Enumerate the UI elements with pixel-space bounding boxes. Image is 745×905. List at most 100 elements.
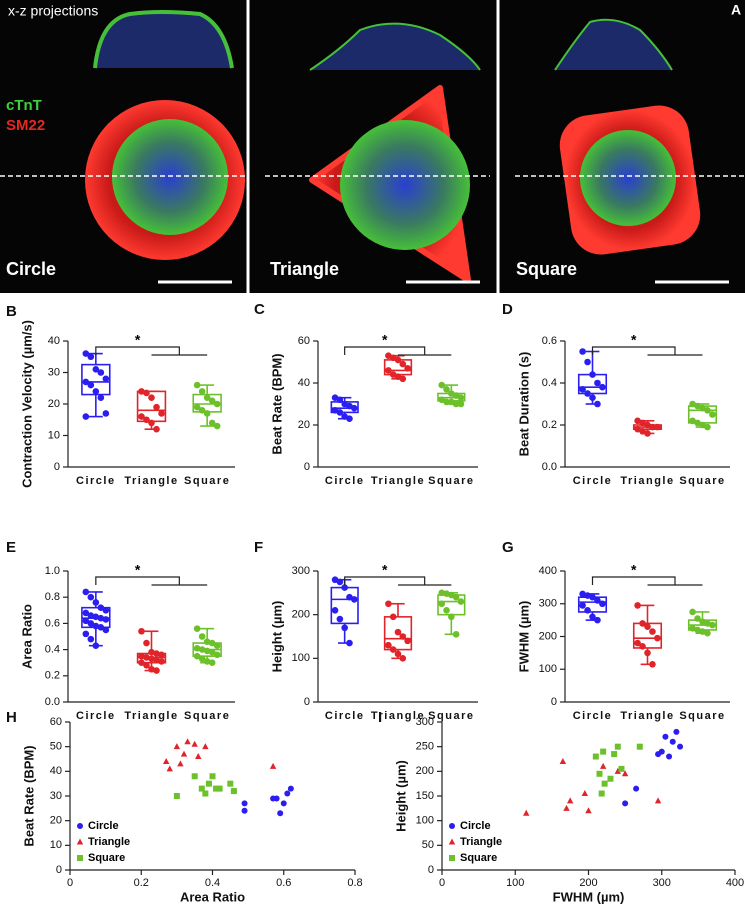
data-point	[87, 612, 95, 619]
y-tick-label: 0.0	[45, 696, 60, 708]
category-label: Circle	[325, 475, 365, 487]
data-point	[709, 621, 716, 629]
marker	[198, 785, 205, 792]
marker	[585, 807, 592, 814]
data-point	[153, 403, 160, 411]
y-tick-label: 300	[292, 565, 310, 577]
stain-label: cTnT	[6, 97, 42, 114]
xz-projection-edge	[554, 18, 673, 71]
marker	[559, 757, 567, 764]
data-point	[143, 654, 150, 661]
y-tick-label: 0	[56, 864, 62, 876]
marker	[202, 743, 209, 750]
marker	[180, 750, 188, 757]
data-point	[584, 358, 591, 366]
data-point	[594, 400, 601, 408]
data-point	[699, 404, 706, 412]
x-tick-label: 0.2	[134, 877, 149, 889]
data-point	[639, 428, 646, 435]
data-point	[138, 652, 145, 660]
data-point	[399, 655, 407, 662]
data-point	[92, 366, 100, 373]
data-point	[208, 648, 216, 656]
legend-marker	[449, 855, 455, 861]
marker	[523, 809, 530, 816]
significance-bracket	[344, 346, 452, 356]
data-point	[389, 613, 397, 621]
y-tick-label: 250	[416, 741, 434, 753]
y-tick-label: 200	[539, 630, 557, 642]
data-point	[138, 627, 145, 635]
y-axis-label: Beat Rate (BPM)	[269, 353, 284, 454]
data-point	[443, 386, 450, 393]
legend-marker	[76, 838, 84, 845]
data-point	[649, 628, 656, 635]
data-point	[699, 421, 706, 429]
data-point	[138, 659, 145, 666]
panel-letter: D	[502, 301, 513, 318]
data-point	[102, 607, 110, 614]
data-point	[644, 649, 651, 657]
data-point	[649, 661, 656, 668]
data-point	[394, 628, 402, 636]
category-label: Triangle	[371, 710, 425, 722]
y-tick-label: 20	[298, 419, 310, 431]
y-axis-label: Beat Rate (BPM)	[21, 745, 36, 846]
y-tick-label: 50	[50, 741, 62, 753]
x-tick-label: 0.6	[276, 877, 291, 889]
shape-label: Circle	[6, 259, 56, 279]
significance-label: *	[631, 562, 637, 578]
data-point	[689, 608, 696, 616]
y-tick-label: 0.6	[45, 617, 60, 629]
data-point	[589, 371, 596, 378]
significance-bracket	[344, 576, 452, 586]
panel-letter: C	[254, 301, 265, 318]
data-point	[208, 659, 216, 666]
y-tick-label: 0.0	[542, 461, 557, 473]
data-point	[385, 641, 392, 649]
data-point	[694, 419, 701, 427]
data-point	[92, 642, 100, 649]
data-point	[193, 381, 201, 389]
triangle-core	[340, 120, 470, 250]
panel-letter: E	[6, 539, 16, 556]
data-point	[579, 386, 586, 393]
data-point	[193, 403, 201, 411]
marker	[607, 775, 614, 782]
category-label: Triangle	[620, 710, 674, 722]
legend-label: Square	[460, 852, 497, 864]
data-point	[639, 620, 646, 627]
category-label: Triangle	[371, 475, 425, 487]
data-point	[82, 630, 90, 638]
panel-letter: A	[731, 2, 741, 18]
x-tick-label: 0.8	[347, 877, 362, 889]
data-point	[143, 662, 150, 669]
data-point	[138, 388, 145, 395]
data-point	[97, 369, 105, 376]
marker	[191, 740, 198, 747]
data-point	[87, 381, 95, 389]
data-point	[153, 656, 160, 664]
marker	[622, 800, 629, 807]
data-point	[203, 647, 211, 655]
data-point	[457, 394, 465, 402]
data-point	[579, 348, 586, 355]
data-point	[457, 598, 465, 605]
data-point	[203, 638, 211, 646]
y-tick-label: 40	[48, 335, 60, 347]
significance-label: *	[631, 332, 637, 348]
marker	[162, 757, 170, 764]
category-label: Circle	[325, 710, 365, 722]
data-point	[404, 637, 411, 645]
marker	[216, 785, 223, 792]
marker	[598, 790, 605, 797]
xz-projection-edge	[93, 10, 234, 69]
data-point	[213, 642, 221, 649]
data-point	[203, 410, 211, 417]
data-point	[87, 620, 95, 627]
x-axis-label: Area Ratio	[180, 889, 245, 904]
category-label: Square	[184, 710, 230, 722]
projection-label: x-z projections	[8, 3, 98, 19]
marker	[666, 753, 673, 760]
significance-bracket	[95, 576, 208, 586]
